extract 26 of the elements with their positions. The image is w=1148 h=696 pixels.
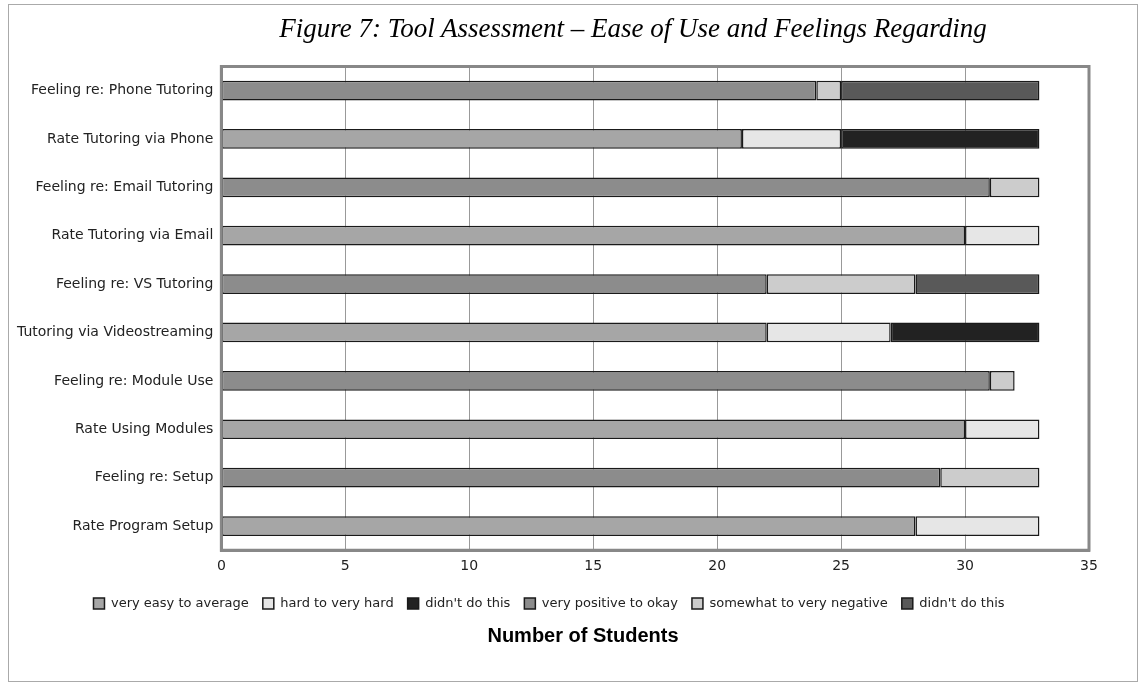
x-axis-title: Number of Students	[486, 624, 680, 647]
legend-label: didn't do this	[425, 594, 511, 610]
y-tick-label: Rate Tutoring via Phone	[47, 129, 214, 146]
y-tick-label: Feeling re: VS Tutoring	[55, 274, 214, 291]
chart-title: Figure 7: Tool Assessment – Ease of Use and Feelings Regarding	[278, 13, 988, 44]
legend-label: very positive to okay	[541, 594, 679, 610]
legend-label: very easy to average	[110, 594, 249, 610]
x-tick-label: 20	[708, 557, 727, 574]
y-tick-label: Feeling re: Phone Tutoring	[31, 81, 214, 98]
x-tick-label: 35	[1080, 557, 1098, 574]
y-tick-label: Feeling re: Email Tutoring	[35, 177, 214, 194]
y-tick-label: Rate Program Setup	[72, 516, 214, 533]
x-tick-label: 25	[832, 557, 851, 574]
legend-label: didn't do this	[919, 594, 1005, 610]
x-tick-label: 10	[460, 557, 479, 574]
x-tick-label: 30	[956, 557, 974, 574]
legend-label: somewhat to very negative	[709, 594, 888, 610]
y-tick-label: Feeling re: Setup	[94, 468, 214, 485]
legend-label: hard to very hard	[280, 594, 394, 610]
y-tick-label: Rate Using Modules	[74, 419, 214, 436]
y-tick-label: Feeling re: Module Use	[54, 371, 214, 388]
y-tick-label: Rate Tutoring via Email	[51, 226, 214, 243]
x-tick-label: 15	[584, 557, 603, 574]
y-tick-label: Tutoring via Videostreaming	[15, 323, 214, 340]
x-tick-label: 0	[216, 557, 226, 574]
x-tick-label: 5	[340, 557, 350, 574]
